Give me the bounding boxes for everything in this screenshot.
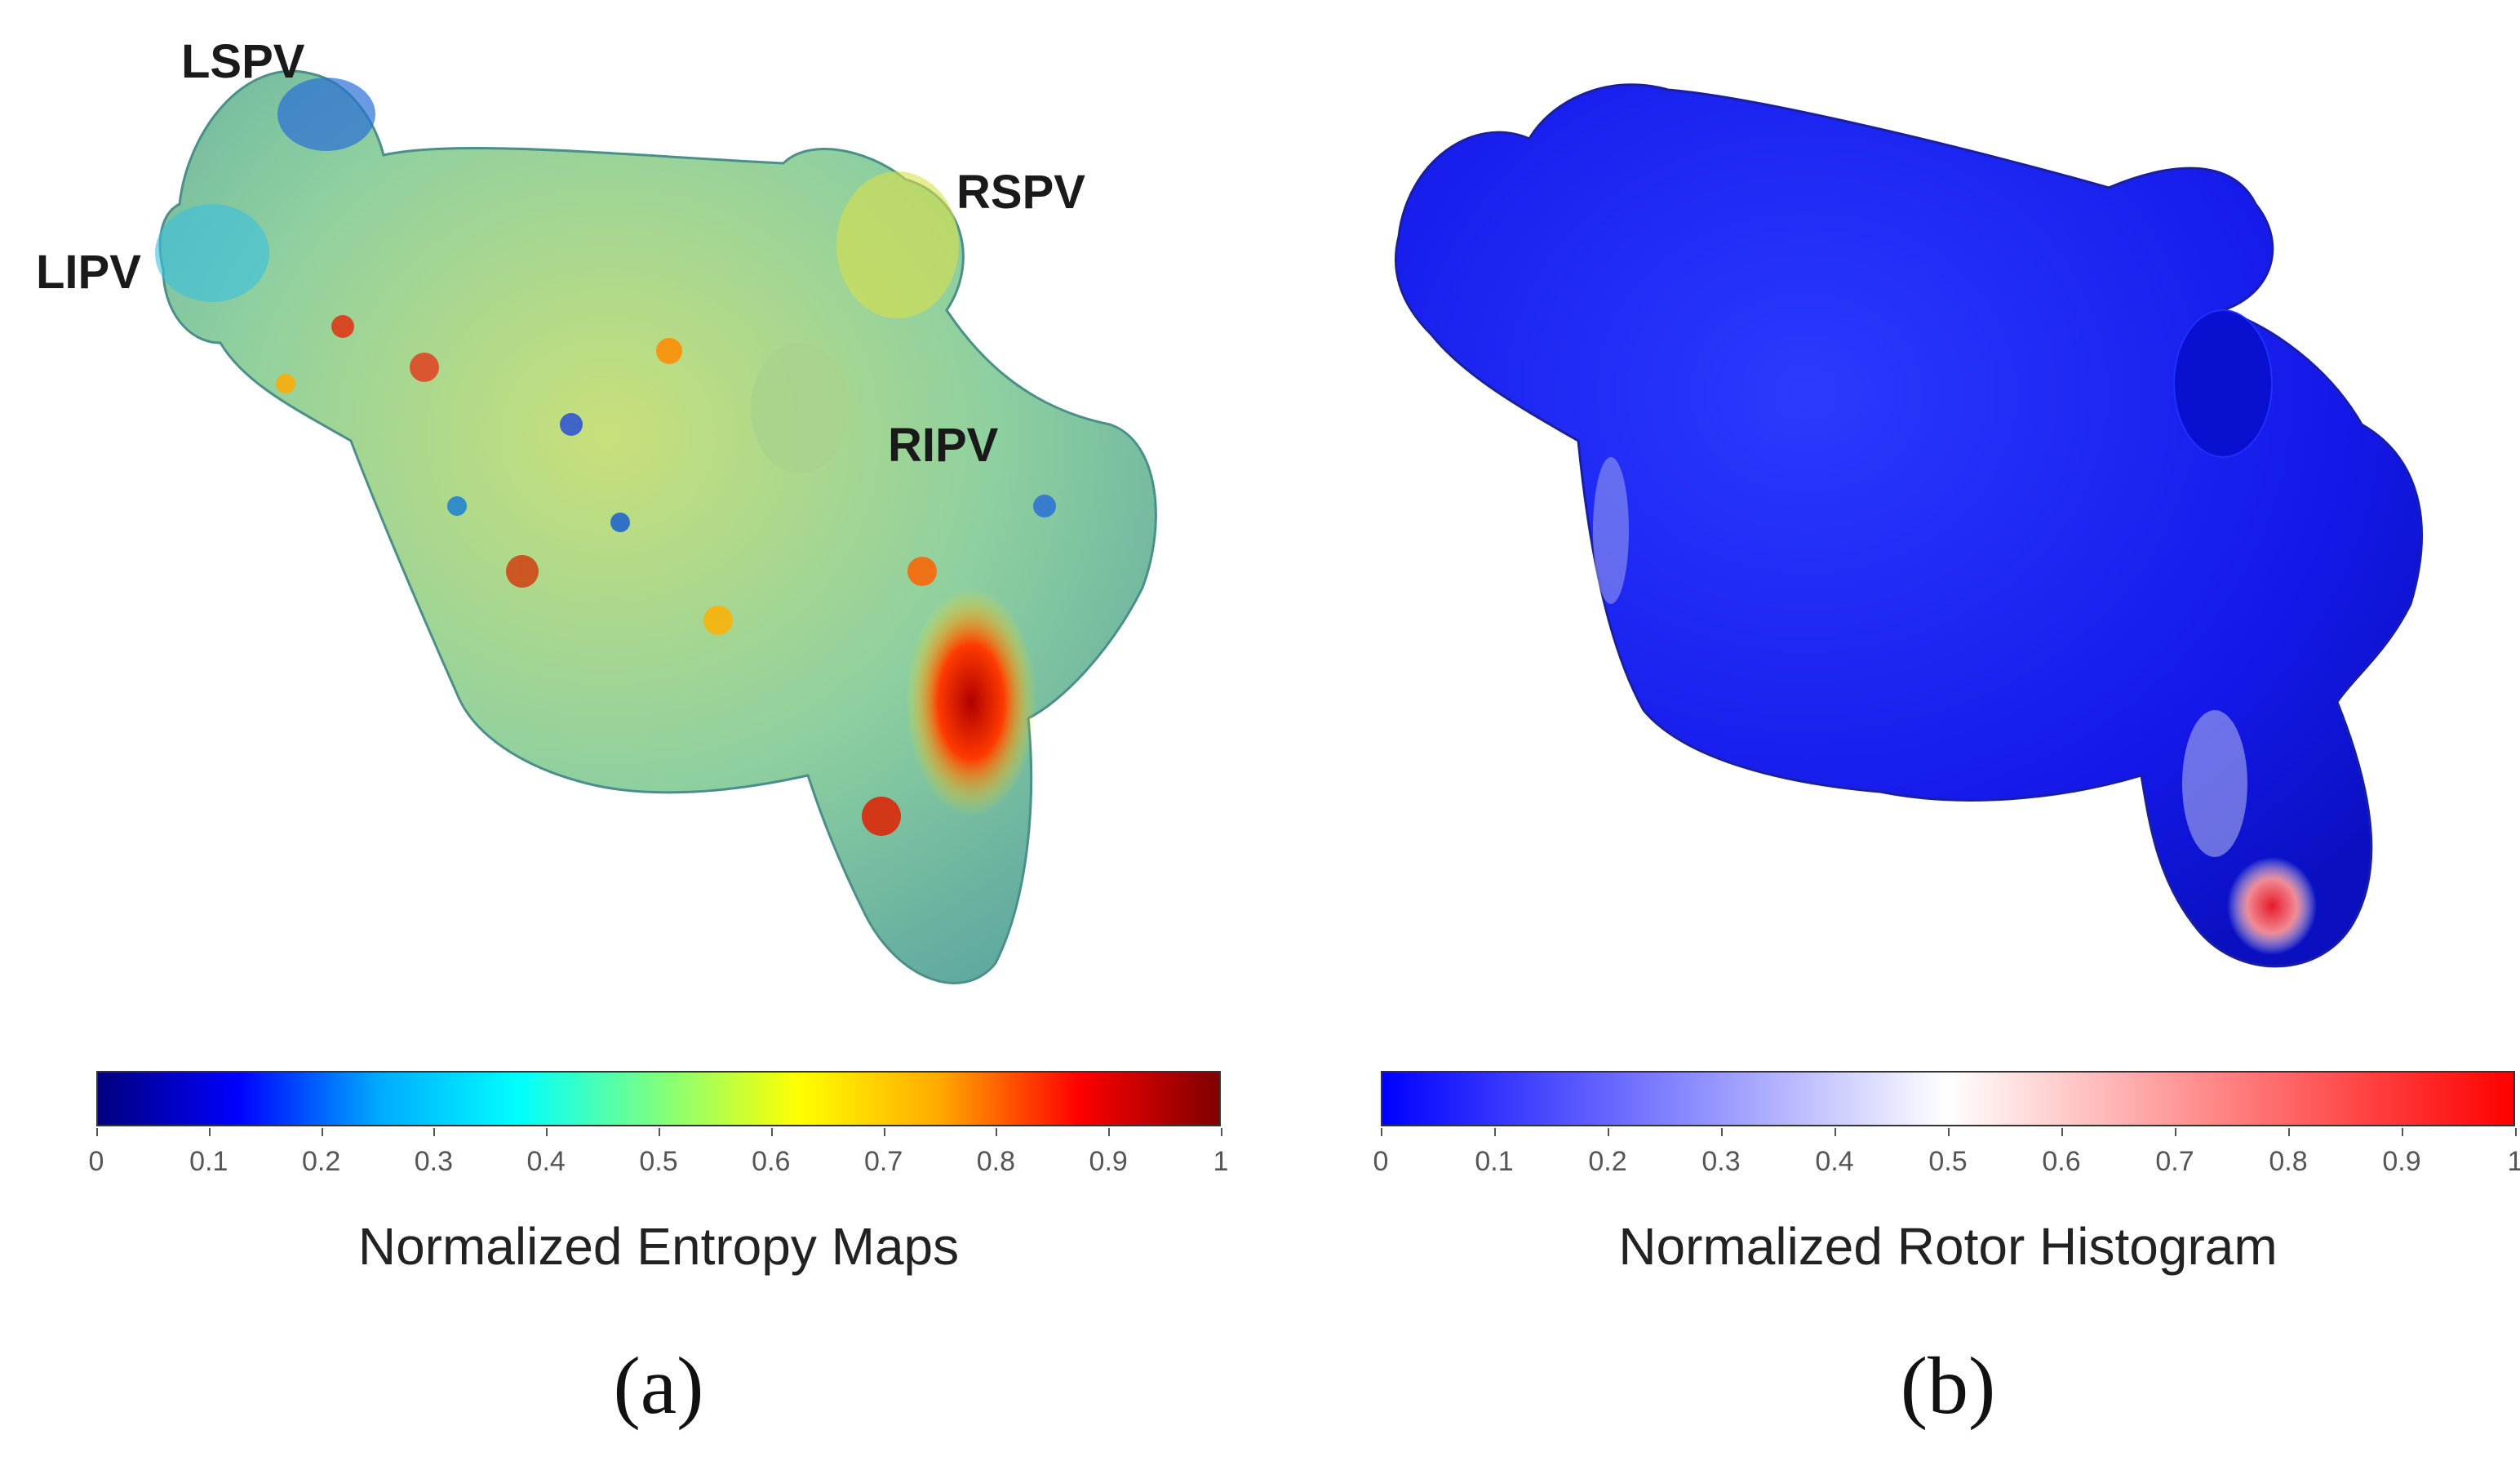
- entropy-colorbar-ticks: 0 0.1 0.2 0.3 0.4 0.5 0.6 0.7 0.8 0.9 1: [89, 1128, 1228, 1177]
- lspv-label: LSPV: [181, 35, 305, 88]
- lspv-vein: [277, 78, 375, 151]
- entropy-colorbar-tick-mark: [659, 1128, 660, 1136]
- rspv-label: RSPV: [956, 166, 1085, 219]
- entropy-speckles: [276, 315, 1056, 836]
- entropy-colorbar-tick-mark: [96, 1128, 98, 1136]
- rotor-colorbar-tick-mark: [1721, 1128, 1723, 1136]
- entropy-colorbar-tick-mark: [321, 1128, 323, 1136]
- entropy-colorbar-tick-label: 1: [1213, 1146, 1229, 1177]
- rotor-colorbar-tick-mark: [2402, 1128, 2403, 1136]
- rotor-colorbar-tick-label: 0.4: [1815, 1146, 1854, 1177]
- rotor-colorbar-title: Normalized Rotor Histogram: [1618, 1217, 2278, 1276]
- rotor-colorbar-tick-mark: [1381, 1128, 1382, 1136]
- entropy-colorbar-tick-label: 0.7: [863, 1146, 903, 1177]
- entropy-colorbar-title: Normalized Entropy Maps: [357, 1217, 960, 1276]
- rotor-colorbar-tick-label: 0.1: [1475, 1146, 1514, 1177]
- rotor-colorbar-tick-mark: [1608, 1128, 1609, 1136]
- entropy-colorbar-tick-label: 0: [88, 1146, 104, 1177]
- high-rotor-region: [2227, 857, 2317, 955]
- ripv-vein: [751, 343, 849, 473]
- entropy-colorbar-tick-label: 0.9: [1089, 1146, 1128, 1177]
- panel-a-tag: (a): [613, 1340, 704, 1431]
- entropy-colorbar-tick-label: 0.6: [752, 1146, 791, 1177]
- rotor-colorbar-tick-label: 0.7: [2155, 1146, 2194, 1177]
- rotor-colorbar-tick-label: 0.2: [1588, 1146, 1627, 1177]
- atrium-surface: [1394, 83, 2423, 968]
- rotor-side-region: [1593, 457, 1629, 604]
- entropy-colorbar-tick-mark: [433, 1128, 436, 1136]
- entropy-colorbar-tick-mark: [996, 1128, 998, 1136]
- rotor-histogram-atrium-render: [1394, 83, 2423, 968]
- entropy-colorbar-tick-label: 0.5: [639, 1146, 678, 1177]
- ripv-label: RIPV: [888, 419, 999, 472]
- rotor-colorbar-tick-label: 0.6: [2042, 1146, 2081, 1177]
- rspv-vein: [836, 171, 959, 318]
- entropy-map-atrium-render: [155, 69, 1157, 984]
- panel-a: LSPV LIPV RSPV RIPV 0 0.1 0.2 0.3 0.4 0.5 0.6 0…: [36, 35, 1228, 1431]
- entropy-colorbar-tick-mark: [1221, 1128, 1222, 1136]
- rotor-colorbar-tick-label: 1: [2507, 1146, 2520, 1177]
- rotor-colorbar-tick-mark: [1948, 1128, 1950, 1136]
- rotor-colorbar-tick-label: 0: [1373, 1146, 1389, 1177]
- entropy-colorbar-tick-label: 0.3: [414, 1146, 454, 1177]
- entropy-colorbar-tick-mark: [546, 1128, 548, 1136]
- entropy-colorbar-tick-mark: [770, 1128, 773, 1136]
- rotor-colorbar-tick-mark: [1494, 1128, 1496, 1136]
- lipv-label: LIPV: [36, 246, 141, 299]
- rotor-mid-region: [2182, 710, 2247, 857]
- entropy-colorbar-tick-mark: [208, 1128, 211, 1136]
- entropy-colorbar-tick-label: 0.1: [189, 1146, 228, 1177]
- rotor-colorbar-tick-mark: [2288, 1128, 2290, 1136]
- entropy-colorbar-tick-label: 0.2: [301, 1146, 341, 1177]
- panel-b-tag: (b): [1900, 1340, 1996, 1431]
- rotor-colorbar-tick-mark: [2175, 1128, 2176, 1136]
- rotor-colorbar-tick-mark: [2061, 1128, 2063, 1136]
- rotor-colorbar-tick-label: 0.3: [1701, 1146, 1741, 1177]
- rotor-colorbar-tick-mark: [1835, 1128, 1836, 1136]
- high-entropy-region: [906, 588, 1036, 816]
- ripv-vein: [2173, 309, 2273, 458]
- entropy-colorbar-tick-label: 0.4: [526, 1146, 566, 1177]
- entropy-colorbar-tick-mark: [883, 1128, 885, 1136]
- rotor-colorbar: [1381, 1071, 2515, 1126]
- rotor-colorbar-tick-mark: [2515, 1128, 2517, 1136]
- rotor-colorbar-tick-label: 0.5: [1928, 1146, 1968, 1177]
- rotor-colorbar-ticks: 0 0.1 0.2 0.3 0.4 0.5 0.6 0.7 0.8 0.9 1: [1373, 1128, 2520, 1177]
- rotor-colorbar-tick-label: 0.9: [2382, 1146, 2421, 1177]
- entropy-colorbar: [96, 1071, 1221, 1126]
- entropy-colorbar-tick-mark: [1108, 1128, 1111, 1136]
- panel-b: 0 0.1 0.2 0.3 0.4 0.5 0.6 0.7 0.8 0.9 1 Normalized…: [1260, 0, 2520, 1479]
- entropy-colorbar-tick-label: 0.8: [976, 1146, 1016, 1177]
- lipv-vein: [155, 204, 269, 302]
- rotor-colorbar-tick-label: 0.8: [2269, 1146, 2308, 1177]
